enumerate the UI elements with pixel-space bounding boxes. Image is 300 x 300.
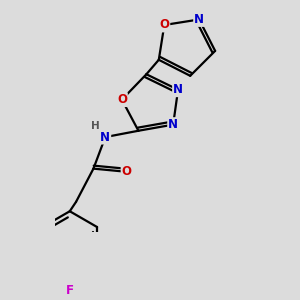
- Text: F: F: [66, 284, 74, 297]
- Text: N: N: [100, 130, 110, 144]
- Text: N: N: [168, 118, 178, 131]
- Text: O: O: [117, 93, 127, 106]
- Text: N: N: [173, 83, 183, 96]
- Text: H: H: [91, 121, 99, 131]
- Text: N: N: [194, 13, 204, 26]
- Text: O: O: [159, 19, 169, 32]
- Text: O: O: [122, 165, 132, 178]
